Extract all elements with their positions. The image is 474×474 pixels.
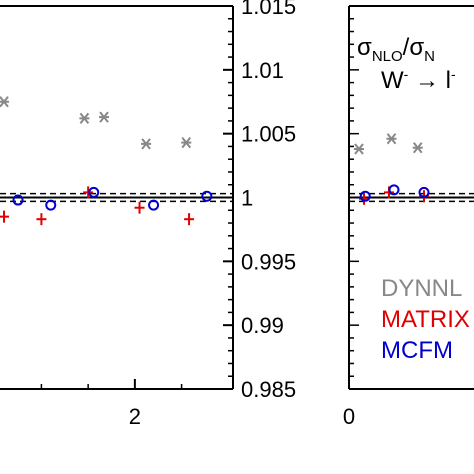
dynnlo-point (0, 96, 10, 108)
annotation-process: W- → l- (381, 66, 456, 94)
dynnlo-point (354, 143, 364, 155)
matrix-point (83, 186, 94, 199)
mcfm-point (88, 186, 100, 198)
dynnlo-point (181, 136, 192, 149)
matrix-point (184, 213, 195, 226)
mcfm-point (45, 199, 57, 211)
mcfm-point (201, 190, 213, 202)
y-tick-label: 1.015 (241, 0, 296, 19)
x-tick-label: 0 (343, 404, 355, 429)
x-tick-label: 2 (129, 404, 141, 429)
y-tick-label: 1 (241, 186, 253, 211)
mcfm-point (359, 190, 371, 202)
annotation-sigma-ratio: σNLO/σN (357, 34, 435, 65)
mcfm-point (418, 186, 430, 198)
mcfm-point (148, 199, 160, 211)
y-tick-label: 0.995 (241, 249, 296, 274)
dynnlo-point (141, 138, 152, 150)
legend-dynnlo: DYNNL (381, 275, 462, 302)
matrix-point (36, 213, 47, 226)
legend-matrix: MATRIX (381, 306, 470, 333)
matrix-point (0, 210, 10, 223)
right-panel: 0 (343, 5, 474, 429)
y-tick-label: 1.01 (241, 58, 284, 83)
y-tick-label: 0.99 (241, 313, 284, 338)
mcfm-point (12, 194, 24, 206)
mcfm-point (388, 184, 400, 196)
dynnlo-point (99, 111, 110, 123)
y-tick-label: 1.005 (241, 122, 296, 147)
left-panel: 1.015 1.01 1.005 1 0.995 0.99 0.985 2 (0, 0, 296, 429)
y-tick-label: 0.985 (241, 377, 296, 402)
dynnlo-point (412, 142, 423, 154)
dynnlo-point (386, 133, 397, 145)
matrix-point (134, 201, 145, 214)
legend-mcfm: MCFM (381, 337, 453, 364)
dynnlo-point (79, 112, 90, 124)
